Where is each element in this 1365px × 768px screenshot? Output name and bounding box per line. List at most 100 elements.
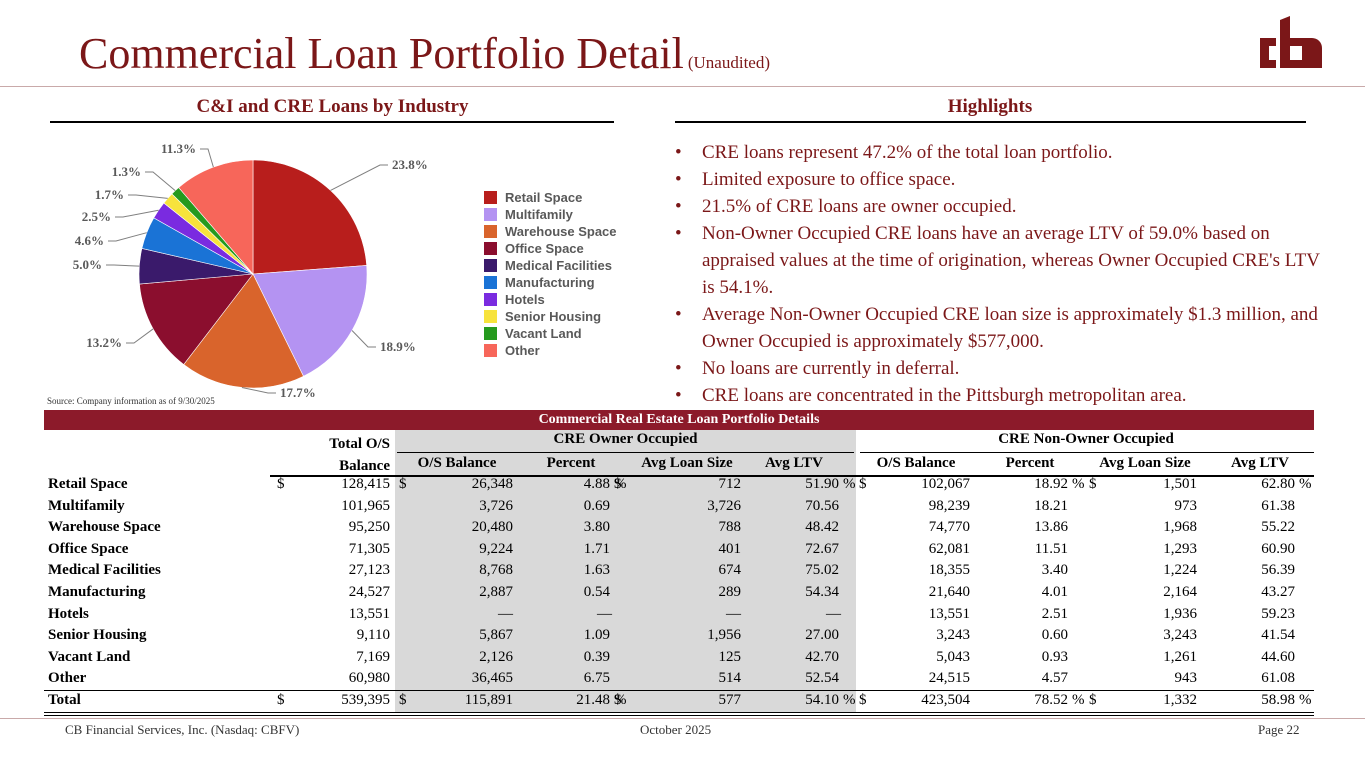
cell-oo-avg: 401 bbox=[718, 540, 742, 557]
cell-oo-avg: 674 bbox=[718, 562, 742, 579]
row-label: Total bbox=[48, 692, 81, 708]
pie-data-label: 23.8% bbox=[392, 157, 428, 172]
legend-swatch bbox=[484, 293, 497, 306]
cell-total: 60,980 bbox=[348, 670, 390, 687]
percent-symbol: % bbox=[614, 692, 627, 708]
owner-group-rule bbox=[397, 452, 854, 453]
currency-symbol: $ bbox=[1089, 692, 1097, 708]
highlight-item: • CRE loans represent 47.2% of the total … bbox=[675, 139, 1325, 166]
table-row: Medical Facilities 27,123 8,768 1.63 674 75.0… bbox=[0, 560, 1365, 582]
cell-oo-pct: 0.69 bbox=[583, 497, 610, 514]
cell-oo-pct: 4.88 bbox=[583, 476, 610, 492]
pie-slice-warehouse-space bbox=[183, 273, 304, 389]
cell-oo-ltv: — bbox=[826, 605, 841, 622]
cell-no-pct: 18.92 bbox=[1034, 476, 1068, 492]
percent-symbol: % bbox=[1299, 692, 1312, 708]
pie-data-label: 1.3% bbox=[112, 164, 141, 179]
highlight-item: • Non-Owner Occupied CRE loans have an av… bbox=[675, 220, 1325, 301]
cell-oo-bal: 2,126 bbox=[479, 648, 513, 665]
cell-no-pct: 2.51 bbox=[1041, 605, 1068, 622]
percent-symbol: % bbox=[614, 476, 627, 492]
cell-oo-avg: 788 bbox=[718, 519, 742, 536]
pie-slice-office-space bbox=[139, 273, 254, 365]
cell-oo-ltv: 75.02 bbox=[805, 562, 839, 579]
pie-leader-line bbox=[241, 386, 276, 394]
cb-logo bbox=[1260, 16, 1322, 68]
bullet-icon: • bbox=[675, 196, 682, 217]
row-label: Medical Facilities bbox=[48, 562, 161, 579]
cell-no-pct: 3.40 bbox=[1041, 562, 1068, 579]
column-header-rule bbox=[270, 475, 1314, 477]
highlight-item: • Limited exposure to office space. bbox=[675, 166, 1325, 193]
legend-label: Other bbox=[505, 343, 540, 358]
cell-no-avg: 1,936 bbox=[1163, 605, 1197, 622]
cell-oo-bal: 36,465 bbox=[471, 670, 513, 687]
legend-swatch bbox=[484, 259, 497, 272]
highlight-item: • CRE loans are concentrated in the Pitts… bbox=[675, 382, 1325, 409]
legend-swatch bbox=[484, 225, 497, 238]
legend-item: Manufacturing bbox=[484, 274, 617, 291]
cell-no-avg: 1,968 bbox=[1163, 519, 1197, 536]
bullet-icon: • bbox=[675, 169, 682, 190]
source-note: Source: Company information as of 9/30/2… bbox=[47, 396, 215, 406]
page-title: Commercial Loan Portfolio Detail (Unaudit… bbox=[79, 28, 770, 79]
cell-oo-avg: 125 bbox=[718, 648, 742, 665]
cell-oo-avg: — bbox=[726, 605, 741, 622]
highlight-item: • Average Non-Owner Occupied CRE loan siz… bbox=[675, 301, 1325, 355]
column-header: Avg Loan Size bbox=[1099, 455, 1191, 471]
pie-leader-line bbox=[200, 148, 214, 168]
legend-swatch bbox=[484, 310, 497, 323]
currency-symbol: $ bbox=[277, 692, 285, 708]
cell-no-bal: 3,243 bbox=[936, 627, 970, 644]
pie-data-label: 2.5% bbox=[82, 209, 111, 224]
cell-no-bal: 24,515 bbox=[928, 670, 970, 687]
title-subtitle: (Unaudited) bbox=[687, 53, 770, 72]
legend-label: Vacant Land bbox=[505, 326, 582, 341]
cell-no-ltv: 58.98 bbox=[1261, 692, 1295, 708]
bullet-icon: • bbox=[675, 223, 682, 244]
highlight-item: • No loans are currently in deferral. bbox=[675, 355, 1325, 382]
cell-no-ltv: 60.90 bbox=[1261, 540, 1295, 557]
cell-oo-ltv: 51.90 bbox=[805, 476, 839, 492]
column-header: O/S Balance bbox=[876, 455, 956, 471]
column-header: Percent bbox=[1005, 455, 1055, 471]
row-label: Multifamily bbox=[48, 497, 125, 514]
cell-oo-avg: 577 bbox=[718, 692, 742, 708]
pie-leader-line bbox=[108, 232, 147, 242]
cell-no-avg: 1,332 bbox=[1163, 692, 1197, 708]
cell-total: 9,110 bbox=[356, 627, 390, 644]
percent-symbol: % bbox=[843, 476, 856, 492]
cell-oo-bal: 9,224 bbox=[479, 540, 513, 557]
cell-no-bal: 62,081 bbox=[928, 540, 970, 557]
header-divider bbox=[0, 86, 1365, 87]
column-header: Avg Loan Size bbox=[641, 455, 733, 471]
highlight-text: No loans are currently in deferral. bbox=[702, 358, 960, 379]
pie-leader-line bbox=[145, 171, 176, 192]
table-row: Senior Housing 9,110 5,867 1.09 1,956 27.00 3,… bbox=[0, 625, 1365, 647]
legend-swatch bbox=[484, 276, 497, 289]
cell-no-pct: 4.57 bbox=[1041, 670, 1068, 687]
footer-page-number: Page 22 bbox=[1258, 722, 1300, 737]
row-label: Other bbox=[48, 670, 87, 687]
row-label: Hotels bbox=[48, 605, 89, 622]
highlight-item: • 21.5% of CRE loans are owner occupied. bbox=[675, 193, 1325, 220]
percent-symbol: % bbox=[1299, 476, 1312, 492]
cell-no-pct: 11.51 bbox=[1034, 540, 1068, 557]
cell-total: 71,305 bbox=[348, 540, 390, 557]
column-header: Percent bbox=[546, 455, 596, 471]
cell-oo-pct: 0.54 bbox=[583, 584, 610, 600]
cell-total: 539,395 bbox=[341, 692, 390, 708]
total-rule-bottom-1 bbox=[44, 712, 1314, 713]
cell-no-ltv: 62.80 bbox=[1261, 476, 1295, 492]
bullet-icon: • bbox=[675, 304, 682, 325]
cell-total: 13,551 bbox=[348, 605, 390, 622]
cell-no-bal: 98,239 bbox=[928, 497, 970, 514]
legend-item: Office Space bbox=[484, 240, 617, 257]
cell-oo-pct: — bbox=[597, 605, 612, 622]
cell-oo-pct: 1.09 bbox=[583, 627, 610, 644]
cell-oo-pct: 6.75 bbox=[583, 670, 610, 687]
cell-no-pct: 0.60 bbox=[1041, 627, 1068, 644]
currency-symbol: $ bbox=[859, 476, 867, 492]
pie-data-label: 11.3% bbox=[161, 141, 196, 156]
total-header-line1: Total O/S bbox=[329, 436, 390, 452]
